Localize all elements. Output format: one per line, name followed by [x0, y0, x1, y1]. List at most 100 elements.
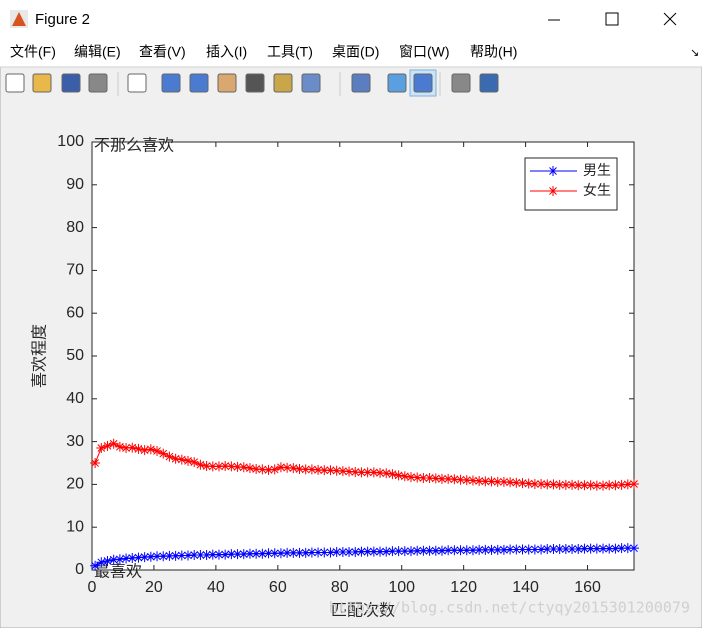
menu-item[interactable]: 查看(V) [139, 44, 186, 60]
toolbar-button[interactable] [301, 73, 321, 93]
data-marker [319, 547, 330, 558]
toolbar-button[interactable] [479, 73, 499, 93]
toolbar-button[interactable] [161, 73, 181, 93]
menu-item[interactable]: 文件(F) [10, 44, 56, 60]
data-marker [517, 544, 528, 555]
data-marker [213, 549, 224, 560]
data-marker [610, 543, 621, 554]
data-marker [406, 546, 417, 557]
data-marker [331, 465, 342, 476]
data-marker [443, 473, 454, 484]
data-marker [560, 544, 571, 555]
menu-item[interactable]: 工具(T) [267, 44, 313, 60]
data-marker [529, 478, 540, 489]
menu-item[interactable]: 帮助(H) [470, 44, 517, 60]
toolbar-button[interactable] [32, 73, 52, 93]
toolbar-button[interactable] [273, 73, 293, 93]
data-marker [585, 480, 596, 491]
data-marker [474, 475, 485, 486]
data-marker [412, 472, 423, 483]
toolbar-button[interactable] [88, 73, 108, 93]
data-marker [579, 480, 590, 491]
data-marker [325, 547, 336, 558]
data-marker [207, 549, 218, 560]
data-marker [412, 545, 423, 556]
y-tick-label: 50 [66, 347, 84, 364]
toolbar-button[interactable] [451, 73, 471, 93]
data-marker [96, 443, 107, 454]
data-marker [362, 546, 373, 557]
data-marker [449, 474, 460, 485]
data-marker [244, 548, 255, 559]
data-marker [102, 440, 113, 451]
data-marker [486, 544, 497, 555]
y-tick-label: 0 [75, 561, 84, 578]
data-marker [362, 467, 373, 478]
data-marker [337, 466, 348, 477]
data-marker [529, 544, 540, 555]
x-tick-label: 100 [388, 579, 415, 596]
menu-item[interactable]: 桌面(D) [332, 44, 379, 60]
data-marker [455, 545, 466, 556]
data-marker [548, 479, 559, 490]
toolbar-button[interactable] [5, 73, 25, 93]
toolbar-button[interactable] [351, 73, 371, 93]
data-marker [90, 458, 101, 468]
title-bar [0, 0, 702, 38]
data-marker [114, 554, 125, 565]
menu-item[interactable]: 编辑(E) [74, 44, 121, 60]
menu-item[interactable]: 窗口(W) [399, 44, 450, 60]
y-tick-label: 30 [66, 433, 84, 450]
toolbar [5, 69, 499, 97]
toolbar-button[interactable] [189, 73, 209, 93]
data-marker [350, 547, 361, 558]
toolbar-button[interactable] [387, 73, 407, 93]
data-marker [244, 463, 255, 474]
data-marker [368, 467, 379, 478]
toolbar-button[interactable] [413, 73, 433, 93]
data-marker [226, 461, 237, 472]
toolbar-button[interactable] [245, 73, 265, 93]
data-marker [337, 547, 348, 558]
maximize-button[interactable] [605, 12, 619, 26]
data-marker [399, 471, 410, 482]
close-button[interactable] [663, 12, 677, 26]
data-marker [492, 544, 503, 555]
menu-bar [0, 38, 702, 67]
data-marker [288, 463, 299, 474]
data-marker [96, 557, 107, 568]
data-marker [306, 464, 317, 475]
data-marker [133, 552, 144, 563]
data-marker [418, 472, 429, 483]
toolbar-button[interactable] [61, 73, 81, 93]
toolbar-button[interactable] [127, 73, 147, 93]
data-marker [176, 550, 187, 561]
data-marker [183, 550, 194, 561]
y-axis-label: 喜欢程度 [30, 324, 49, 388]
toolbar-button[interactable] [217, 73, 237, 93]
data-marker [232, 549, 243, 560]
data-marker [616, 479, 627, 490]
data-marker [152, 551, 163, 562]
legend-label: 男生 [583, 163, 611, 179]
data-marker [591, 480, 602, 491]
data-marker [275, 462, 286, 473]
data-marker [139, 445, 150, 456]
data-marker [319, 465, 330, 476]
menu-item[interactable]: 插入(I) [206, 44, 247, 60]
x-tick-label: 80 [331, 579, 349, 596]
data-marker [517, 478, 528, 489]
legend-box [524, 157, 618, 211]
legend-marker [548, 166, 558, 176]
menu-arrow[interactable]: ↘ [690, 47, 699, 59]
x-axis-label: 匹配次数 [331, 601, 395, 620]
x-tick-label: 120 [450, 579, 477, 596]
y-tick-label: 20 [66, 476, 84, 493]
data-marker [282, 547, 293, 558]
data-marker [492, 476, 503, 487]
data-marker [542, 479, 553, 490]
data-marker [356, 467, 367, 478]
data-marker [598, 480, 609, 491]
data-marker [170, 453, 181, 464]
